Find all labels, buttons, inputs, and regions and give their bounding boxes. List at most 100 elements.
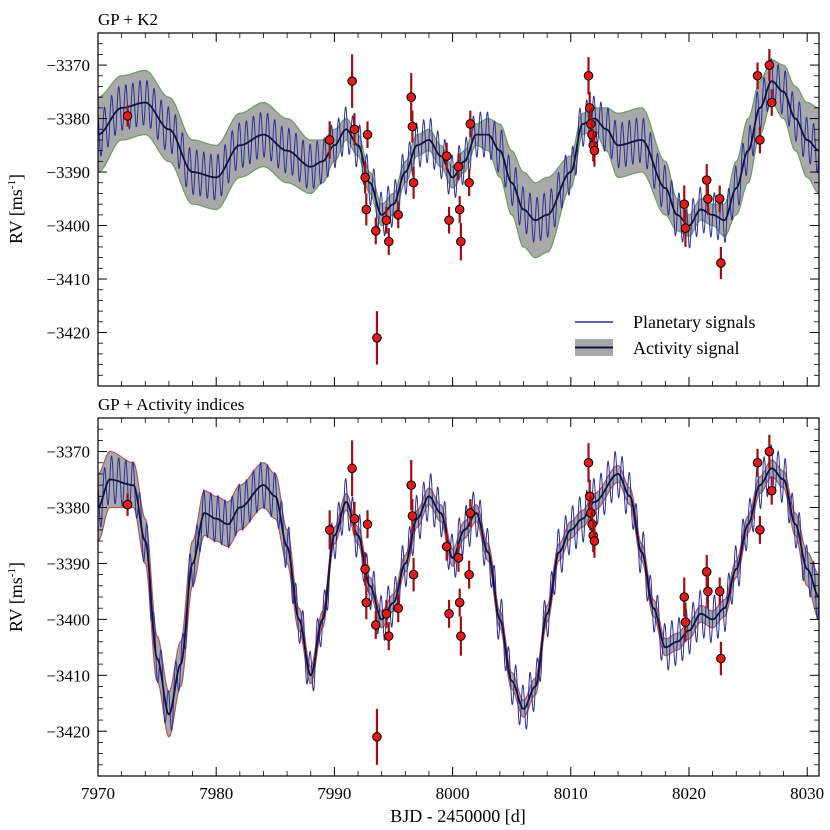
planetary-signal-line xyxy=(98,444,819,732)
rv-marker xyxy=(766,485,777,496)
rv-marker xyxy=(361,204,372,215)
rv-marker xyxy=(393,603,404,613)
rv-marker xyxy=(406,480,417,490)
rv-marker xyxy=(408,569,419,580)
rv-point xyxy=(441,142,452,170)
rv-marker xyxy=(453,161,464,172)
rv-marker xyxy=(586,508,596,518)
rv-point xyxy=(444,599,454,628)
rv-point xyxy=(362,121,373,148)
rv-point xyxy=(393,201,404,229)
rv-point xyxy=(465,110,476,138)
rv-point xyxy=(383,622,394,651)
rv-point xyxy=(444,206,454,234)
rv-marker xyxy=(324,525,335,535)
rv-point xyxy=(381,599,392,628)
rv-point xyxy=(454,196,465,223)
panel-top-ylabel: RV [ms-1] xyxy=(6,174,26,244)
rv-marker xyxy=(381,608,392,619)
rv-point xyxy=(716,641,726,676)
rv-marker xyxy=(701,567,712,577)
rv-point xyxy=(441,532,452,561)
rv-marker xyxy=(453,553,464,563)
rv-marker xyxy=(456,236,466,247)
panel-bottom-plot xyxy=(98,434,819,765)
panel-top: GP + K2 RV [ms-1] −3370−3380−3390−3400−3… xyxy=(6,10,820,387)
rv-point xyxy=(583,443,594,483)
y-tick-label: −3390 xyxy=(46,554,90,573)
rv-marker xyxy=(370,226,381,236)
rv-point xyxy=(407,110,418,143)
rv-marker xyxy=(372,333,382,343)
rv-marker xyxy=(465,119,476,129)
rv-marker xyxy=(716,258,726,268)
panel-top-frame xyxy=(97,32,820,387)
rv-marker xyxy=(703,194,713,204)
rv-marker xyxy=(324,135,335,145)
rv-point xyxy=(370,217,381,245)
rv-marker xyxy=(383,236,394,247)
rv-point xyxy=(324,510,335,550)
rv-point xyxy=(714,577,725,606)
rv-point xyxy=(406,73,417,122)
rv-point xyxy=(122,105,133,127)
rv-marker xyxy=(679,199,690,209)
rv-marker xyxy=(714,586,725,597)
rv-point xyxy=(680,209,691,247)
legend-planetary-label: Planetary signals xyxy=(633,312,755,332)
rv-marker xyxy=(464,177,474,188)
rv-point xyxy=(347,54,357,108)
rv-marker xyxy=(349,513,360,524)
rv-point xyxy=(372,311,382,365)
rv-point xyxy=(465,499,476,528)
panel-bottom-title: GP + Activity indices xyxy=(98,395,244,414)
rv-marker xyxy=(441,541,452,552)
rv-marker xyxy=(766,97,777,108)
rv-marker xyxy=(679,592,690,602)
rv-point xyxy=(456,616,466,656)
rv-marker xyxy=(383,631,394,641)
x-tick-label: 8000 xyxy=(436,784,470,803)
rv-marker xyxy=(122,499,133,510)
rv-marker xyxy=(372,732,382,742)
rv-marker xyxy=(583,457,594,468)
y-tick-label: −3420 xyxy=(46,324,90,343)
panel-top-title: GP + K2 xyxy=(98,10,158,29)
rv-marker xyxy=(586,119,596,129)
rv-marker xyxy=(349,124,360,135)
rv-point xyxy=(454,588,465,617)
rv-marker xyxy=(755,135,765,145)
rv-marker xyxy=(408,177,419,188)
rv-marker xyxy=(362,519,373,530)
y-tick-label: −3380 xyxy=(46,499,90,518)
rv-point xyxy=(361,193,372,226)
rv-marker xyxy=(360,172,370,183)
rv-marker xyxy=(407,511,418,521)
rv-point xyxy=(752,62,763,90)
rv-point xyxy=(464,169,474,197)
rv-point xyxy=(406,459,417,511)
panel-bottom-ylabel: RV [ms-1] xyxy=(6,562,26,632)
panel-top-ticks: −3370 −3380 −3390 −3400 −3410 −3420 xyxy=(46,32,819,386)
rv-marker xyxy=(393,210,404,220)
rv-point xyxy=(714,185,725,213)
rv-marker xyxy=(752,70,763,81)
rv-marker xyxy=(589,536,600,546)
rv-marker xyxy=(360,564,370,574)
rv-point xyxy=(679,185,690,223)
x-tick-label: 8010 xyxy=(554,784,588,803)
rv-marker xyxy=(584,103,595,113)
rv-marker xyxy=(703,586,713,597)
rv-point xyxy=(764,49,775,82)
rv-marker xyxy=(701,175,712,185)
rv-point xyxy=(464,560,474,589)
rv-marker xyxy=(764,446,775,457)
rv-marker xyxy=(441,151,452,161)
rv-marker xyxy=(361,597,372,608)
rv-point xyxy=(456,222,466,261)
rv-point xyxy=(766,476,777,505)
rv-point xyxy=(408,166,419,199)
rv-marker xyxy=(680,223,691,234)
activity-band xyxy=(98,451,819,737)
rv-point xyxy=(583,57,594,95)
